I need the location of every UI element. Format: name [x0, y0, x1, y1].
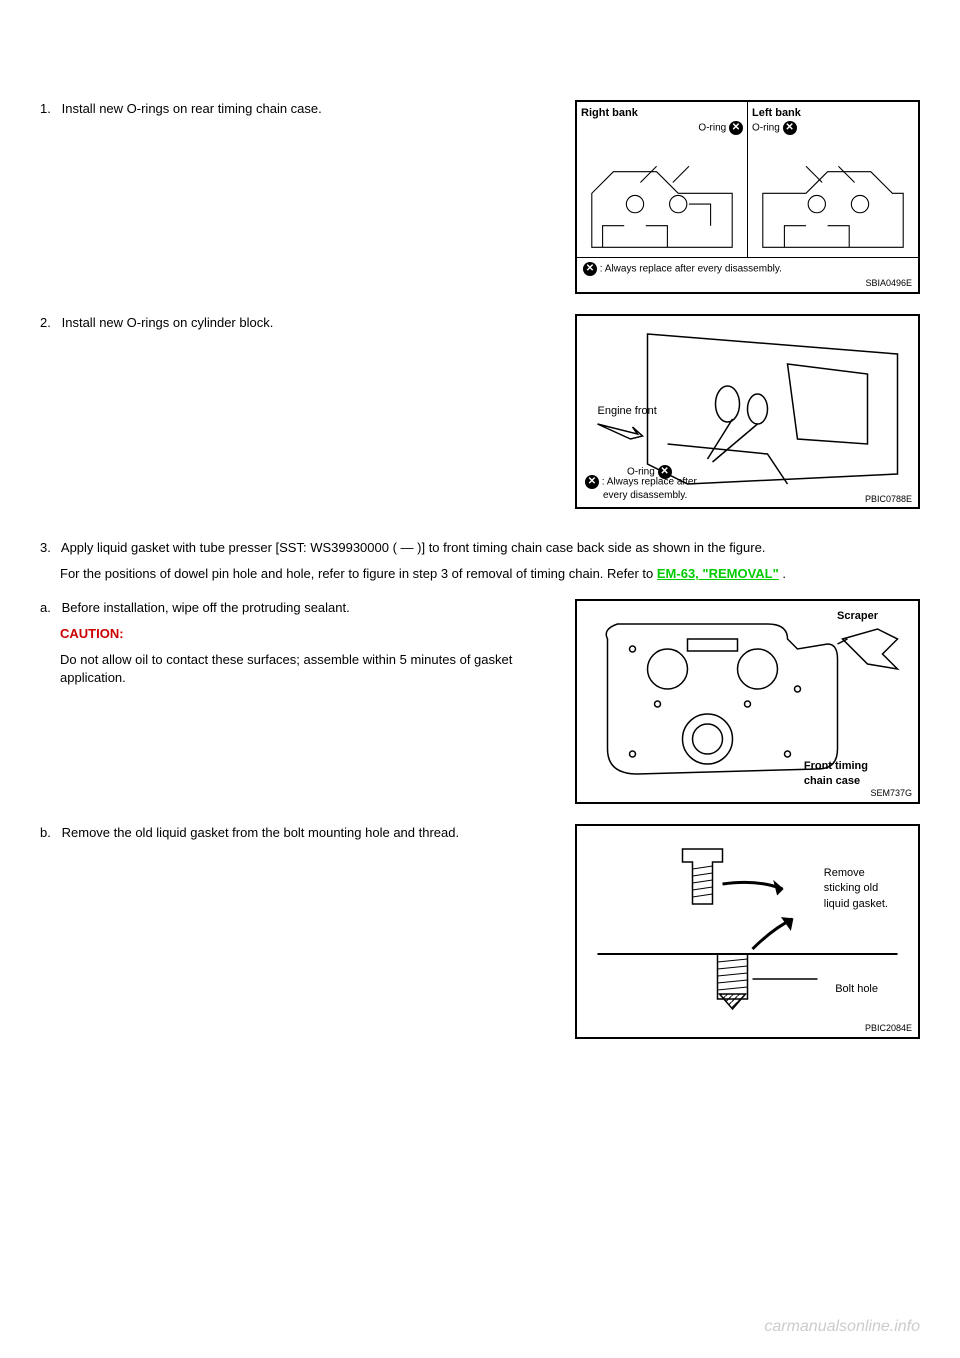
fig1-code: SBIA0496E	[865, 277, 912, 290]
figure-1: Right bank O-ring ✕	[575, 100, 920, 294]
step3-number: 3.	[40, 539, 58, 557]
fig2-note1: : Always replace after	[602, 476, 697, 487]
replace-icon: ✕	[585, 475, 599, 489]
fig1-right-title: Left bank	[752, 106, 914, 121]
fig3-case2: chain case	[804, 774, 868, 789]
fig3-case1: Front timing	[804, 759, 868, 774]
fig1-oring-left: O-ring	[698, 123, 726, 134]
fig3-code: SEM737G	[870, 787, 912, 800]
em63-link[interactable]: EM-63, "REMOVAL"	[657, 566, 779, 581]
step3a-text: Before installation, wipe off the protru…	[62, 600, 350, 615]
step1-text: Install new O-rings on rear timing chain…	[62, 101, 322, 116]
fig4-remove1: Remove	[824, 866, 888, 881]
figure-3: Scraper Front timing chain case SEM737G	[575, 599, 920, 804]
step1-number: 1.	[40, 100, 58, 118]
fig4-code: PBIC2084E	[865, 1022, 912, 1035]
fig1-left-title: Right bank	[581, 106, 743, 121]
engine-diagram-right-bank	[581, 136, 743, 283]
fig2-engine-front-label: Engine front	[598, 405, 657, 417]
figure-4: Remove sticking old liquid gasket. Bolt …	[575, 824, 920, 1039]
step3b-text: Remove the old liquid gasket from the bo…	[62, 825, 459, 840]
figure-2: Engine front O-ring ✕ ✕ : Always replace…	[575, 314, 920, 509]
step2-text: Install new O-rings on cylinder block.	[62, 315, 274, 330]
watermark: carmanualsonline.info	[764, 1316, 920, 1338]
engine-diagram-left-bank	[752, 136, 914, 283]
caution-label: CAUTION:	[60, 626, 124, 641]
replace-icon: ✕	[783, 121, 797, 135]
fig4-remove2: sticking old	[824, 881, 888, 896]
fig1-oring-right: O-ring	[752, 123, 780, 134]
step3-text: Apply liquid gasket with tube presser [S…	[61, 540, 766, 555]
fig4-bolthole: Bolt hole	[835, 982, 878, 997]
fig4-remove3: liquid gasket.	[824, 897, 888, 912]
fig2-note2: every disassembly.	[585, 490, 687, 501]
step3-period: .	[782, 566, 786, 581]
step3a-bullet: a.	[40, 599, 58, 617]
fig2-code: PBIC0788E	[865, 493, 912, 506]
fig3-scraper: Scraper	[837, 609, 878, 624]
replace-icon: ✕	[729, 121, 743, 135]
step2-number: 2.	[40, 314, 58, 332]
step3b-bullet: b.	[40, 824, 58, 842]
caution-text: Do not allow oil to contact these surfac…	[60, 652, 512, 685]
step3-refer: For the positions of dowel pin hole and …	[60, 566, 657, 581]
